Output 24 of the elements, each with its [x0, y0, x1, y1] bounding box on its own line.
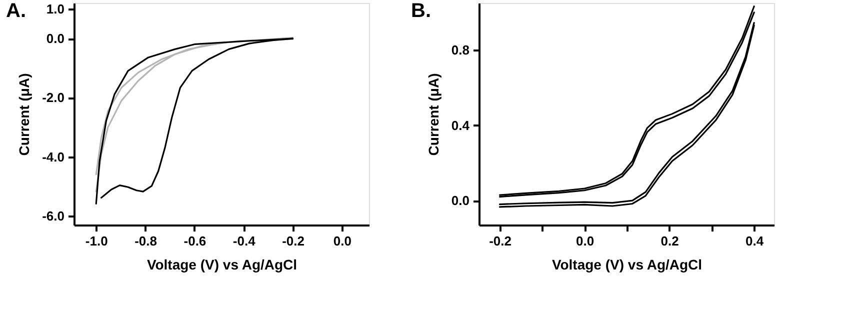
x-tick-label: 0.2: [660, 234, 679, 248]
y-tick-label: -6.0: [42, 208, 64, 224]
y-tick-label: -2.0: [42, 90, 64, 106]
y-axis-title: Current (μA): [16, 73, 32, 156]
y-axis-title: Current (μA): [425, 73, 442, 156]
x-tick-label: 0.0: [576, 234, 594, 248]
x-tick-label: -0.4: [232, 234, 256, 248]
y-tick-label: 0.0: [451, 193, 470, 208]
x-tick-label: 0.4: [746, 234, 764, 248]
x-axis-title: Voltage (V) vs Ag/AgCl: [146, 256, 298, 272]
y-tick-label: 1.0: [46, 1, 64, 16]
x-axis-title: Voltage (V) vs Ag/AgCl: [552, 256, 702, 272]
x-tick-label: -1.0: [85, 234, 108, 248]
y-tick-label: 0.8: [451, 42, 470, 58]
x-tick-label: -0.2: [282, 234, 304, 248]
chart-title: B.: [411, 0, 431, 22]
y-tick-label: -4.0: [42, 149, 64, 164]
x-tick-label: -0.8: [134, 234, 157, 248]
x-tick-label: 0.0: [333, 234, 352, 248]
y-tick-label: 0.0: [46, 31, 64, 46]
y-tick-label: 0.4: [451, 118, 470, 133]
x-tick-label: -0.6: [184, 234, 206, 248]
chart-title: A.: [6, 0, 26, 22]
x-tick-label: -0.2: [489, 234, 512, 248]
